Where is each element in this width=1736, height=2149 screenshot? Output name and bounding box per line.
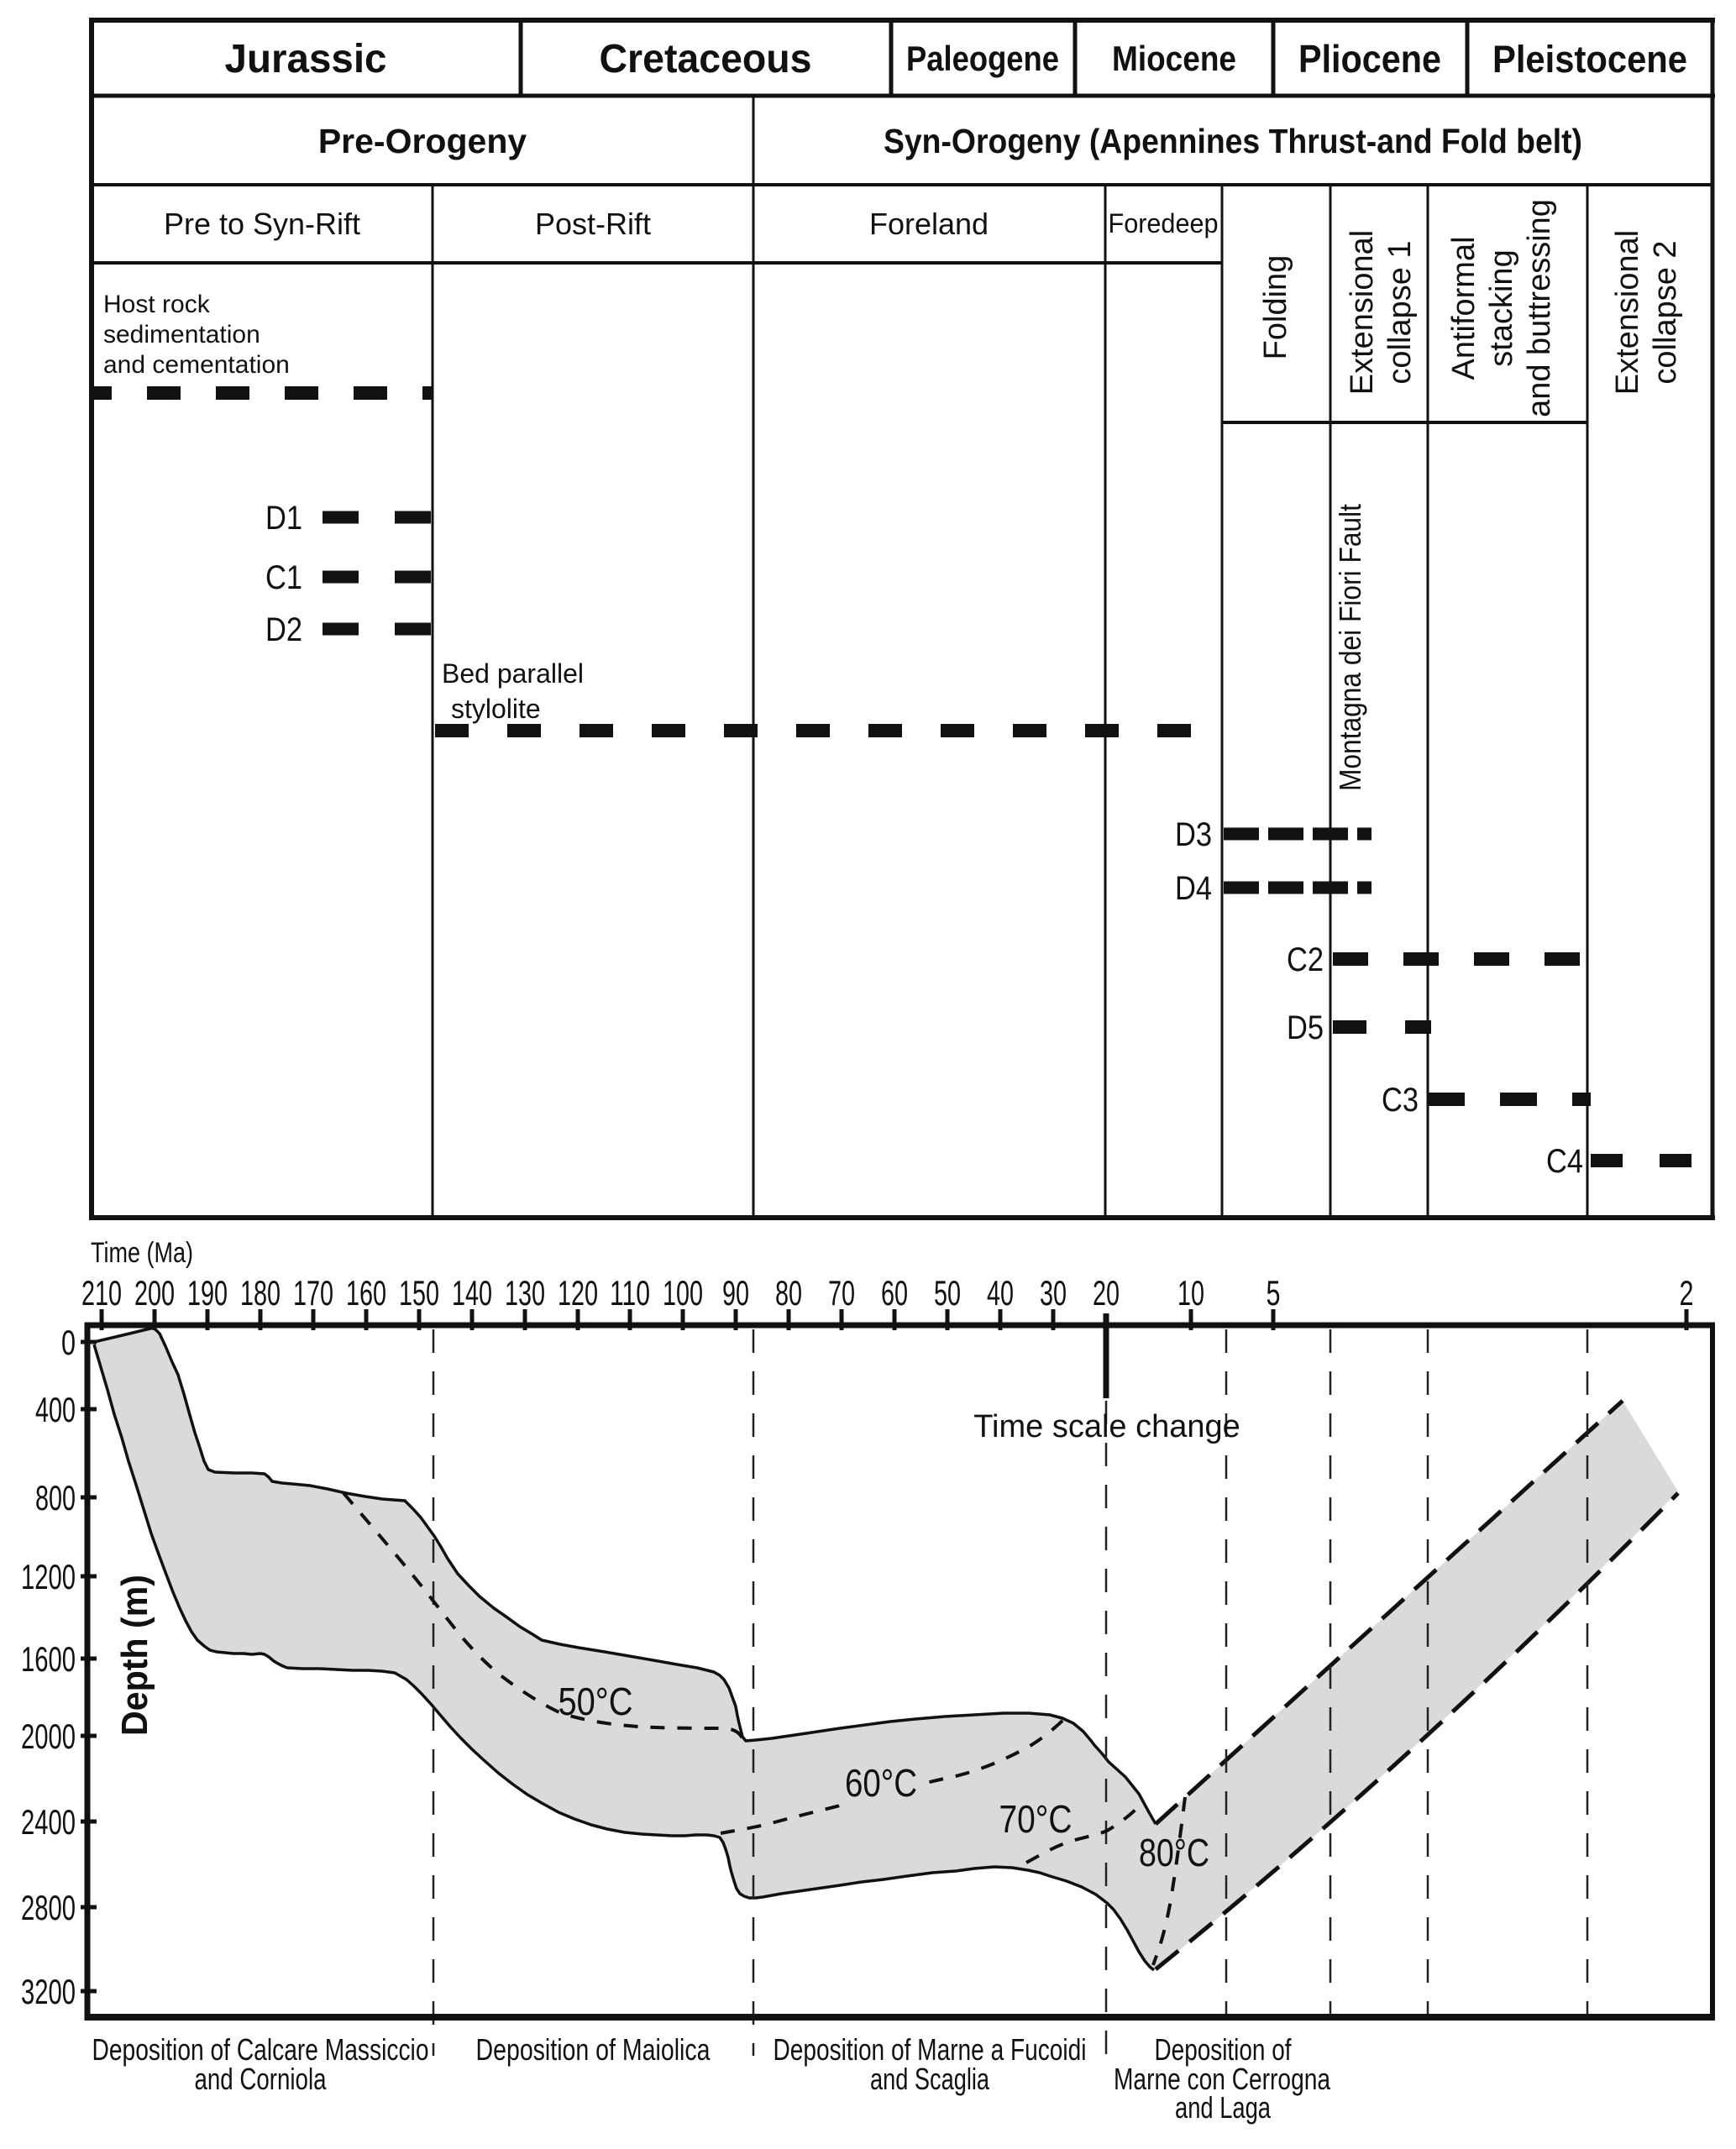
svg-text:2000: 2000	[21, 1717, 76, 1756]
svg-text:Depth (m): Depth (m)	[114, 1575, 155, 1736]
svg-text:and Scaglia: and Scaglia	[870, 2062, 990, 2096]
svg-text:80: 80	[775, 1273, 802, 1313]
svg-text:30: 30	[1040, 1273, 1067, 1313]
svg-text:Paleogene: Paleogene	[906, 39, 1059, 78]
svg-text:130: 130	[505, 1273, 545, 1313]
svg-text:C1: C1	[265, 559, 302, 596]
svg-text:150: 150	[399, 1273, 439, 1313]
svg-text:Bed parallel: Bed parallel	[442, 658, 584, 689]
svg-text:Deposition of Calcare Massicci: Deposition of Calcare Massiccio	[92, 2032, 429, 2067]
svg-text:Foredeep: Foredeep	[1109, 208, 1219, 238]
svg-text:D2: D2	[265, 611, 302, 648]
svg-text:collapse 1: collapse 1	[1382, 240, 1418, 384]
svg-text:90: 90	[722, 1273, 749, 1313]
svg-text:Pleistocene: Pleistocene	[1492, 38, 1687, 81]
svg-text:110: 110	[610, 1273, 650, 1313]
svg-text:Deposition of Maiolica: Deposition of Maiolica	[476, 2032, 711, 2067]
svg-text:collapse 2: collapse 2	[1648, 240, 1683, 384]
svg-text:0: 0	[61, 1323, 76, 1362]
svg-text:Host rock: Host rock	[103, 291, 211, 318]
svg-text:Extensional: Extensional	[1345, 230, 1380, 395]
svg-text:800: 800	[35, 1478, 76, 1517]
svg-text:D4: D4	[1175, 870, 1212, 907]
svg-text:and Corniola: and Corniola	[195, 2062, 328, 2096]
svg-text:and Laga: and Laga	[1175, 2090, 1272, 2125]
svg-text:140: 140	[452, 1273, 492, 1313]
svg-text:D1: D1	[265, 500, 302, 537]
svg-text:and cementation: and cementation	[103, 351, 290, 379]
svg-text:Jurassic: Jurassic	[225, 37, 387, 81]
svg-text:190: 190	[187, 1273, 228, 1313]
svg-text:Antiformal: Antiformal	[1446, 236, 1482, 380]
svg-text:Deposition of Marne a Fucoidi: Deposition of Marne a Fucoidi	[774, 2032, 1087, 2067]
svg-text:60°C: 60°C	[845, 1761, 917, 1805]
svg-text:Marne con Cerrogna: Marne con Cerrogna	[1114, 2062, 1331, 2096]
svg-text:Time (Ma): Time (Ma)	[91, 1237, 193, 1269]
svg-text:Pre-Orogeny: Pre-Orogeny	[318, 122, 527, 160]
svg-text:100: 100	[663, 1273, 703, 1313]
svg-text:5: 5	[1267, 1273, 1281, 1313]
svg-text:70: 70	[828, 1273, 855, 1313]
svg-text:Miocene: Miocene	[1112, 39, 1236, 78]
svg-text:Extensional: Extensional	[1610, 230, 1645, 395]
svg-text:Folding: Folding	[1258, 255, 1293, 360]
svg-text:stylolite: stylolite	[451, 694, 541, 724]
svg-text:160: 160	[346, 1273, 386, 1313]
svg-text:D5: D5	[1287, 1009, 1324, 1046]
svg-text:80°C: 80°C	[1139, 1831, 1209, 1874]
svg-text:2: 2	[1680, 1273, 1694, 1313]
svg-text:D3: D3	[1175, 816, 1212, 853]
svg-text:50: 50	[934, 1273, 961, 1313]
svg-text:Time scale change: Time scale change	[973, 1409, 1240, 1444]
svg-text:Montagna dei Fiori Fault: Montagna dei Fiori Fault	[1333, 504, 1367, 791]
svg-text:170: 170	[293, 1273, 333, 1313]
svg-text:50°C: 50°C	[559, 1680, 633, 1723]
svg-text:40: 40	[987, 1273, 1014, 1313]
svg-text:C3: C3	[1382, 1082, 1419, 1119]
svg-text:Cretaceous: Cretaceous	[600, 37, 812, 81]
svg-text:120: 120	[558, 1273, 598, 1313]
svg-text:Syn-Orogeny (Apennines Thrust-: Syn-Orogeny (Apennines Thrust-and Fold b…	[884, 122, 1582, 160]
svg-text:2400: 2400	[21, 1802, 76, 1842]
svg-text:C4: C4	[1546, 1143, 1583, 1180]
svg-text:and buttressing: and buttressing	[1522, 199, 1557, 417]
svg-text:Pliocene: Pliocene	[1298, 37, 1441, 81]
svg-text:60: 60	[881, 1273, 908, 1313]
svg-text:400: 400	[35, 1390, 76, 1429]
svg-text:Deposition of: Deposition of	[1155, 2032, 1293, 2067]
svg-text:70°C: 70°C	[999, 1797, 1073, 1841]
svg-text:200: 200	[134, 1273, 175, 1313]
svg-text:sedimentation: sedimentation	[103, 321, 260, 349]
svg-text:180: 180	[240, 1273, 281, 1313]
svg-text:1200: 1200	[21, 1557, 76, 1596]
svg-text:210: 210	[81, 1273, 122, 1313]
svg-text:Foreland: Foreland	[869, 207, 989, 241]
svg-text:Post-Rift: Post-Rift	[535, 207, 651, 241]
svg-text:10: 10	[1177, 1273, 1204, 1313]
svg-text:2800: 2800	[21, 1888, 76, 1927]
svg-text:stacking: stacking	[1484, 249, 1519, 366]
svg-text:3200: 3200	[21, 1972, 76, 2011]
svg-text:C2: C2	[1287, 941, 1324, 978]
svg-text:Pre to Syn-Rift: Pre to Syn-Rift	[164, 207, 360, 241]
svg-text:1600: 1600	[21, 1639, 76, 1679]
svg-text:20: 20	[1093, 1273, 1120, 1313]
